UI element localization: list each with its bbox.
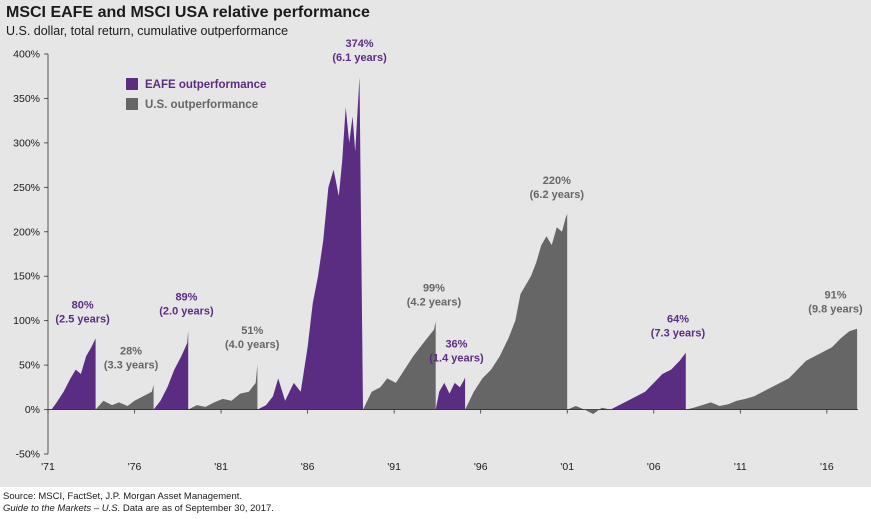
x-tick-label: '06 [647, 461, 661, 473]
footer-source: Source: MSCI, FactSet, J.P. Morgan Asset… [3, 491, 243, 502]
chart-panel: MSCI EAFE and MSCI USA relative performa… [0, 0, 871, 487]
y-tick-label: 350% [13, 93, 40, 105]
data-label: 89% [175, 291, 197, 303]
us-area-series [188, 364, 258, 410]
us-area-series [95, 384, 154, 410]
footer-note-rest: Data are as of September 30, 2017. [120, 503, 274, 514]
data-label: (4.0 years) [225, 339, 280, 351]
data-label: (6.2 years) [530, 189, 585, 201]
x-tick-label: '81 [214, 461, 228, 473]
y-tick-label: -50% [15, 449, 40, 461]
legend-swatch-us [126, 98, 138, 110]
x-tick-label: '71 [41, 461, 55, 473]
x-tick-label: '16 [820, 461, 834, 473]
x-tick-label: '11 [734, 461, 747, 473]
eafe-area-series [610, 352, 686, 410]
data-label: (2.5 years) [55, 313, 110, 325]
data-label: 64% [667, 314, 689, 326]
data-label: 91% [824, 290, 846, 302]
x-tick-label: '01 [560, 461, 574, 473]
data-label: (1.4 years) [429, 353, 484, 365]
x-tick-label: '86 [301, 461, 315, 473]
us-area-series [567, 406, 611, 414]
data-label: 220% [543, 175, 571, 187]
data-label: (7.3 years) [651, 328, 706, 340]
data-label: 80% [72, 299, 94, 311]
us-area-series [363, 321, 436, 410]
data-label: (2.0 years) [159, 305, 214, 317]
y-tick-label: 100% [13, 315, 40, 327]
data-label: (3.3 years) [104, 360, 159, 372]
y-tick-label: 300% [13, 137, 40, 149]
legend-swatch-eafe [126, 78, 138, 90]
data-label: 51% [241, 325, 263, 337]
data-label: 99% [423, 283, 445, 295]
data-label: 374% [345, 38, 373, 50]
footer-note: Guide to the Markets – U.S. Data are as … [3, 503, 274, 515]
data-label: (4.2 years) [407, 297, 462, 309]
us-area-series [465, 214, 568, 410]
y-tick-label: 200% [13, 226, 40, 238]
eafe-area-series [51, 338, 96, 410]
data-label: (6.1 years) [332, 52, 387, 64]
data-label: 36% [445, 339, 467, 351]
eafe-area-series [257, 77, 363, 410]
us-area-series [685, 328, 858, 410]
eafe-area-series [153, 330, 189, 410]
data-label: (9.8 years) [808, 304, 863, 316]
y-tick-label: 400% [13, 49, 40, 61]
y-tick-label: 50% [19, 360, 40, 372]
data-label: 28% [120, 346, 142, 358]
y-tick-label: 150% [13, 271, 40, 283]
legend-label-us: U.S. outperformance [145, 99, 258, 111]
chart-title: MSCI EAFE and MSCI USA relative performa… [6, 4, 370, 21]
chart-footer: Source: MSCI, FactSet, J.P. Morgan Asset… [3, 491, 274, 515]
x-tick-label: '76 [128, 461, 142, 473]
footer-note-italic: Guide to the Markets – U.S. [3, 503, 121, 514]
chart-subtitle: U.S. dollar, total return, cumulative ou… [6, 24, 289, 38]
x-tick-label: '96 [474, 461, 488, 473]
legend-label-eafe: EAFE outperformance [145, 79, 266, 91]
y-tick-label: 250% [13, 182, 40, 194]
chart-plot: 400% 350% 300% 250% 200% 150% 100% 50% 0% -50%'71… [13, 38, 863, 473]
x-tick-label: '91 [387, 461, 401, 473]
y-tick-label: 0% [25, 404, 40, 416]
eafe-area-series [435, 377, 466, 410]
